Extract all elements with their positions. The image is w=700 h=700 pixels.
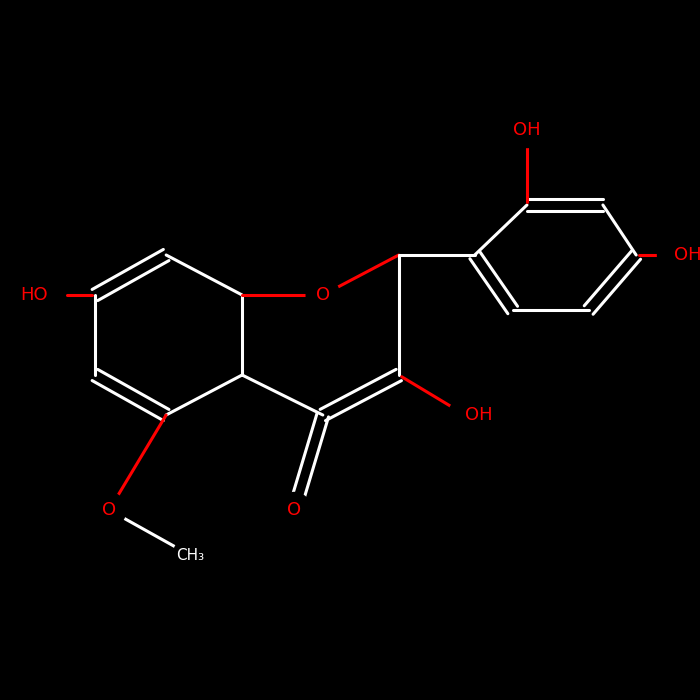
Text: OH: OH bbox=[466, 406, 493, 424]
Text: O: O bbox=[316, 286, 330, 304]
Text: O: O bbox=[287, 501, 302, 519]
Circle shape bbox=[31, 277, 64, 312]
Text: O: O bbox=[102, 501, 116, 519]
Text: OH: OH bbox=[513, 121, 541, 139]
Circle shape bbox=[278, 493, 311, 528]
Circle shape bbox=[449, 398, 482, 433]
Text: CH₃: CH₃ bbox=[176, 547, 204, 563]
Circle shape bbox=[92, 493, 126, 528]
Circle shape bbox=[510, 113, 544, 148]
Text: OH: OH bbox=[674, 246, 700, 264]
Circle shape bbox=[306, 277, 340, 312]
Circle shape bbox=[657, 237, 691, 272]
Circle shape bbox=[174, 538, 206, 573]
Text: HO: HO bbox=[20, 286, 48, 304]
